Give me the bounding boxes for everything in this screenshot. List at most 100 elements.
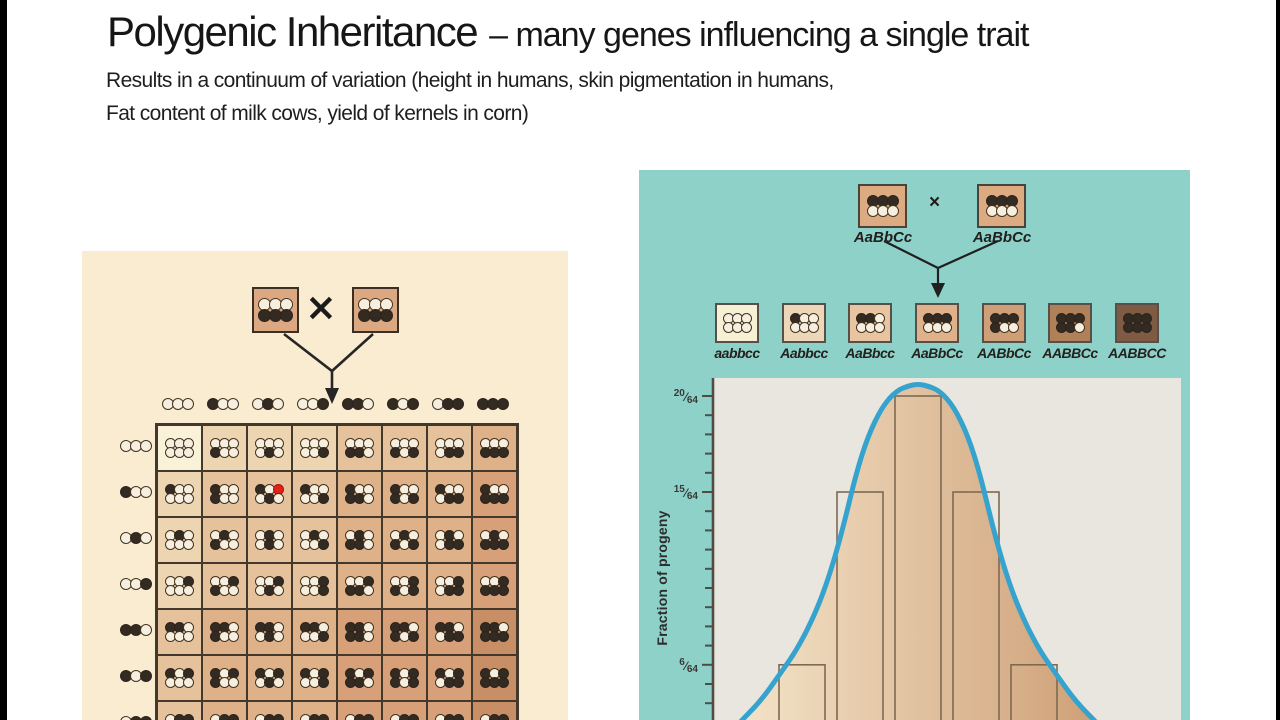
punnett-row-gametes <box>108 423 152 720</box>
punnett-cell <box>337 701 382 720</box>
punnett-cell <box>382 609 427 655</box>
light-allele-dot <box>363 493 374 504</box>
punnett-cell <box>157 655 202 701</box>
punnett-cell <box>427 563 472 609</box>
genotype-box <box>1048 303 1092 343</box>
punnett-cell <box>202 517 247 563</box>
row-gamete <box>108 607 152 653</box>
punnett-cell <box>292 425 337 471</box>
punnett-cell <box>472 609 517 655</box>
dark-allele-dot <box>406 398 419 410</box>
cross-icon: × <box>929 192 941 213</box>
histogram-bar <box>894 395 942 720</box>
title-main: Polygenic Inheritance <box>107 8 479 55</box>
light-allele-dot <box>140 532 152 544</box>
dark-allele-dot <box>318 539 329 550</box>
punnett-cell <box>472 563 517 609</box>
light-allele-dot <box>363 677 374 688</box>
punnett-cell <box>157 609 202 655</box>
punnett-cell <box>292 609 337 655</box>
genotype-label: AaBbCc <box>911 345 963 361</box>
punnett-cell <box>337 425 382 471</box>
light-allele-dot <box>228 493 239 504</box>
punnett-cell <box>472 701 517 720</box>
dark-allele-dot <box>316 398 329 410</box>
dark-allele-dot <box>408 714 419 720</box>
row-gamete <box>108 561 152 607</box>
punnett-cell <box>472 425 517 471</box>
punnett-cell <box>292 655 337 701</box>
subtitle-line-1: Results in a continuum of variation (hei… <box>106 69 834 92</box>
dark-allele-dot <box>183 714 194 720</box>
dark-allele-dot <box>273 714 284 720</box>
row-gamete <box>108 653 152 699</box>
punnett-cell <box>337 517 382 563</box>
genotype-box <box>848 303 892 343</box>
light-allele-dot <box>273 493 284 504</box>
genotype-box <box>915 303 959 343</box>
light-allele-dot <box>183 447 194 458</box>
column-gamete <box>161 398 194 410</box>
light-allele-dot <box>273 631 284 642</box>
light-allele-dot <box>363 447 374 458</box>
dark-allele-dot <box>408 631 419 642</box>
light-allele-dot <box>140 624 152 636</box>
dark-allele-dot <box>408 585 419 596</box>
dark-allele-dot <box>140 578 152 590</box>
punnett-cell <box>427 517 472 563</box>
punnett-cell <box>247 563 292 609</box>
punnett-cell <box>427 471 472 517</box>
genotype-label: AABbCc <box>977 345 1031 361</box>
punnett-grid <box>155 423 519 720</box>
dark-allele-dot <box>318 677 329 688</box>
parent-2-genotype: AaBbCc <box>972 229 1032 246</box>
letterbox-right <box>1276 0 1280 720</box>
light-allele-dot <box>940 322 952 333</box>
parent-1-genotype: AaBbCc <box>853 229 913 246</box>
dark-allele-dot <box>318 631 329 642</box>
light-allele-dot <box>183 677 194 688</box>
genotype-box <box>715 303 759 343</box>
dark-allele-dot <box>453 585 464 596</box>
y-tick-label: 6⁄64 <box>679 656 698 675</box>
punnett-parent-2 <box>352 287 399 333</box>
punnett-column-gametes <box>155 398 515 410</box>
row-gamete <box>108 515 152 561</box>
genotype-box <box>1115 303 1159 343</box>
histogram-bar <box>778 663 826 720</box>
light-allele-dot <box>740 322 752 333</box>
dark-allele-dot <box>408 447 419 458</box>
y-tick-label: 20⁄64 <box>673 388 698 406</box>
dark-allele-dot <box>318 493 329 504</box>
genotype-label: AaBbcc <box>845 345 895 361</box>
y-tick-label: 15⁄64 <box>673 484 698 502</box>
dark-allele-dot <box>280 309 293 322</box>
histogram-bar <box>1010 663 1058 720</box>
dark-allele-dot <box>453 539 464 550</box>
genotype-label: aabbcc <box>714 345 760 361</box>
punnett-cell <box>292 563 337 609</box>
light-allele-dot <box>363 539 374 550</box>
dark-allele-dot <box>498 447 509 458</box>
genotype-label: AABBCC <box>1108 345 1166 361</box>
punnett-cell <box>337 655 382 701</box>
light-allele-dot <box>807 322 819 333</box>
punnett-cell <box>382 701 427 720</box>
punnett-cell <box>337 563 382 609</box>
punnett-parent-1 <box>252 287 299 333</box>
column-gamete <box>296 398 329 410</box>
punnett-cell <box>202 425 247 471</box>
punnett-cell <box>157 517 202 563</box>
column-gamete <box>341 398 374 410</box>
subtitle-line-2: Fat content of milk cows, yield of kerne… <box>106 102 529 125</box>
punnett-cell <box>427 425 472 471</box>
light-allele-dot <box>140 486 152 498</box>
bell-curve <box>738 382 1098 720</box>
light-allele-dot <box>886 205 899 217</box>
light-allele-dot <box>140 440 152 452</box>
dark-allele-dot <box>140 670 152 682</box>
dark-allele-dot <box>318 714 329 720</box>
light-allele-dot <box>228 539 239 550</box>
light-allele-dot <box>183 585 194 596</box>
cross-icon: × <box>305 285 337 329</box>
